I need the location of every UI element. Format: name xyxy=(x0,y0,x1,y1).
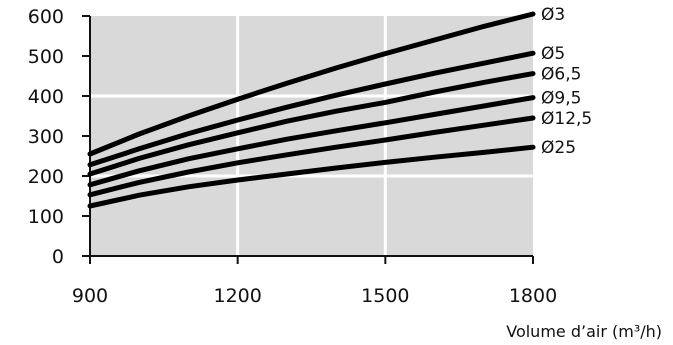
x-tick-label: 900 xyxy=(72,285,108,307)
series-label: Ø5 xyxy=(541,44,565,64)
series-line xyxy=(87,71,536,177)
y-tick-label: 500 xyxy=(28,46,64,68)
series-lines xyxy=(87,11,536,209)
y-tick-label: 600 xyxy=(28,6,64,28)
tick-labels: 0 100 200 300 400 500 600 900 1200 1500 1800 xyxy=(28,6,557,307)
series-label: Ø3 xyxy=(541,5,565,25)
y-tick-label: 100 xyxy=(28,206,64,228)
x-tick-label: 1200 xyxy=(213,285,261,307)
y-tick-label: 0 xyxy=(52,246,64,268)
series-line xyxy=(87,115,536,198)
axes xyxy=(82,15,534,264)
x-axis-title: Volume d’air (m³/h) xyxy=(506,322,662,341)
y-tick-label: 200 xyxy=(28,166,64,188)
y-tick-label: 300 xyxy=(28,126,64,148)
series-line xyxy=(87,50,536,168)
x-tick-label: 1500 xyxy=(361,285,409,307)
series-line xyxy=(87,144,536,209)
x-tick-label: 1800 xyxy=(509,285,557,307)
y-tick-label: 400 xyxy=(28,86,64,108)
series-label: Ø6,5 xyxy=(541,65,581,85)
series-line xyxy=(87,11,536,157)
series-label: Ø25 xyxy=(541,138,576,158)
series-label: Ø9,5 xyxy=(541,89,581,109)
series-line xyxy=(87,95,536,188)
series-label: Ø12,5 xyxy=(541,109,592,129)
